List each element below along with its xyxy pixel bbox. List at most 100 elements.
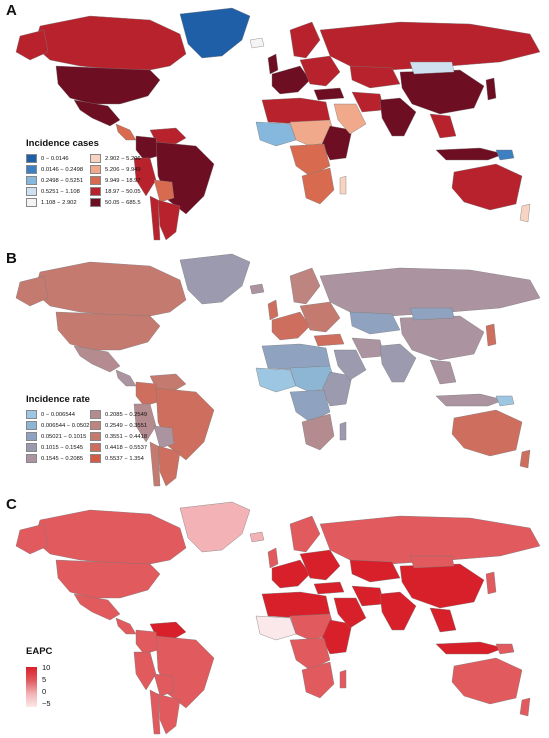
- map-region-n-africa: [261, 591, 331, 619]
- legend-swatch: [26, 187, 37, 196]
- legend-item: 5.206 − 9.949: [90, 164, 150, 175]
- map-region-se-asia: [429, 607, 457, 633]
- map-region-e-europe: [299, 549, 341, 581]
- world-map-incidence-cases: [15, 7, 541, 241]
- map-region-png: [495, 395, 515, 407]
- map-region-mongolia: [409, 555, 455, 569]
- legend-label: 18.97 − 50.05: [105, 188, 141, 195]
- legend-label: 0.4418 − 0.5537: [105, 444, 148, 451]
- legend-label: 0.05021 − 0.1015: [41, 433, 87, 440]
- legend-incidence-rate: Incidence rate 0 − 0.006544 0.006544 − 0.…: [26, 394, 150, 464]
- legend-item: 0.2549 − 0.3551: [90, 420, 150, 431]
- legend-item: 18.97 − 50.05: [90, 186, 150, 197]
- map-region-scandinavia: [289, 267, 321, 305]
- map-regions: [15, 501, 541, 735]
- map-region-n-africa: [261, 97, 331, 125]
- legend-item: 0.2498 − 0.5251: [26, 175, 84, 186]
- legend-title: EAPC: [26, 646, 53, 657]
- legend-item: 1.108 − 2.902: [26, 197, 84, 208]
- colorbar-gradient: [26, 667, 37, 707]
- map-region-central-am: [115, 369, 137, 387]
- map-region-argentina: [157, 199, 181, 241]
- map-region-w-europe: [271, 559, 311, 589]
- legend-label: 0.3551 − 0.4418: [105, 433, 148, 440]
- legend-item: 0.006544 − 0.05021: [26, 420, 93, 431]
- legend-item: 0.1545 − 0.2085: [26, 453, 84, 464]
- legend-items: 0 − 0.006544 0.006544 − 0.05021 0.05021 − …: [26, 409, 150, 464]
- map-region-nz: [519, 203, 531, 223]
- colorbar: 10 5 0 −5: [26, 661, 52, 711]
- map-region-iceland: [249, 531, 265, 543]
- colorbar-tick-label: 0: [42, 687, 47, 696]
- map-region-uk: [267, 547, 279, 569]
- colorbar-tick-label: −5: [42, 699, 51, 708]
- map-region-alaska: [15, 29, 49, 61]
- legend-eapc: EAPC 10 5 0 −5: [26, 646, 52, 711]
- map-region-greenland: [179, 501, 251, 553]
- map-region-indonesia: [435, 393, 505, 407]
- map-region-uk: [267, 53, 279, 75]
- map-region-peru: [133, 157, 157, 197]
- map-region-japan: [485, 77, 497, 101]
- legend-label: 0.5537 − 1.354: [105, 455, 144, 462]
- map-region-japan: [485, 571, 497, 595]
- legend-label: 0.1015 − 0.1545: [41, 444, 84, 451]
- map-region-scandinavia: [289, 515, 321, 553]
- map-region-arabia: [333, 597, 367, 629]
- legend-label: 0.5251 − 1.108: [41, 188, 80, 195]
- map-region-se-asia: [429, 359, 457, 385]
- map-region-png: [495, 643, 515, 655]
- map-region-arabia: [333, 349, 367, 381]
- map-region-nz: [519, 697, 531, 717]
- map-region-argentina: [157, 445, 181, 487]
- map-region-china: [399, 315, 485, 361]
- panel-letter: A: [6, 2, 17, 19]
- legend-label: 0.2498 − 0.5251: [41, 177, 84, 184]
- legend-swatch: [26, 443, 37, 452]
- map-region-usa: [55, 559, 161, 599]
- legend-item: 2.902 − 5.206: [90, 153, 150, 164]
- map-region-russia: [319, 515, 541, 565]
- map-region-e-europe: [299, 301, 341, 333]
- map-region-russia: [319, 267, 541, 317]
- world-map-eapc: [15, 501, 541, 735]
- map-region-kazakh: [349, 311, 401, 335]
- panel-eapc: C: [0, 494, 549, 738]
- map-region-greenland: [179, 7, 251, 59]
- legend-item: 0.5537 − 1.354: [90, 453, 150, 464]
- map-region-kazakh: [349, 65, 401, 89]
- legend-label: 50.05 − 685.5: [105, 199, 141, 206]
- map-region-colombia: [135, 381, 159, 407]
- legend-item: 0.2085 − 0.2549: [90, 409, 150, 420]
- panel-letter: B: [6, 250, 17, 267]
- colorbar-tick-label: 5: [42, 675, 47, 684]
- legend-item: 0.05021 − 0.1015: [26, 431, 87, 442]
- legend-label: 9.949 − 18.97: [105, 177, 141, 184]
- map-region-canada: [33, 261, 187, 317]
- map-region-uk: [267, 299, 279, 321]
- map-region-chile: [149, 689, 161, 735]
- legend-swatch: [90, 421, 101, 430]
- legend-swatch: [26, 432, 37, 441]
- map-region-iceland: [249, 283, 265, 295]
- legend-swatch: [90, 187, 101, 196]
- legend-swatch: [90, 154, 101, 163]
- legend-swatch: [90, 443, 101, 452]
- legend-swatch: [26, 154, 37, 163]
- legend-swatch: [26, 454, 37, 463]
- map-region-s-africa: [301, 413, 335, 451]
- world-map-incidence-rate: [15, 253, 541, 487]
- map-region-turkey: [313, 581, 345, 595]
- map-region-peru: [133, 403, 157, 443]
- legend-swatch: [26, 198, 37, 207]
- map-region-s-asia: [379, 591, 417, 631]
- map-regions: [15, 253, 541, 487]
- legend-swatch: [26, 165, 37, 174]
- map-region-s-asia: [379, 97, 417, 137]
- map-region-madagascar: [339, 669, 347, 689]
- map-region-turkey: [313, 87, 345, 101]
- map-region-australia: [451, 163, 523, 211]
- legend-item: 50.05 − 685.5: [90, 197, 150, 208]
- legend-swatch: [26, 176, 37, 185]
- legend-swatch: [26, 421, 37, 430]
